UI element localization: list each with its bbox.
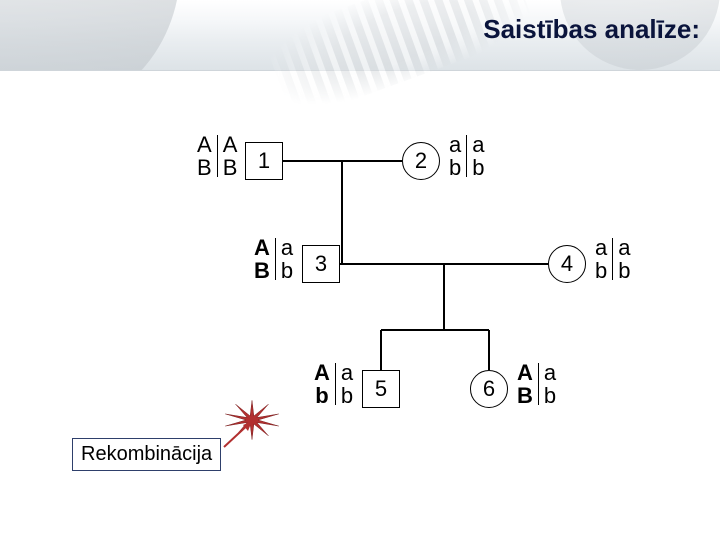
slide-root: Saistības analīze: 1ABAB2abab3ABab4abab5… xyxy=(0,0,720,540)
burst-star-icon xyxy=(225,400,278,439)
recombination-burst-icon xyxy=(0,0,720,540)
